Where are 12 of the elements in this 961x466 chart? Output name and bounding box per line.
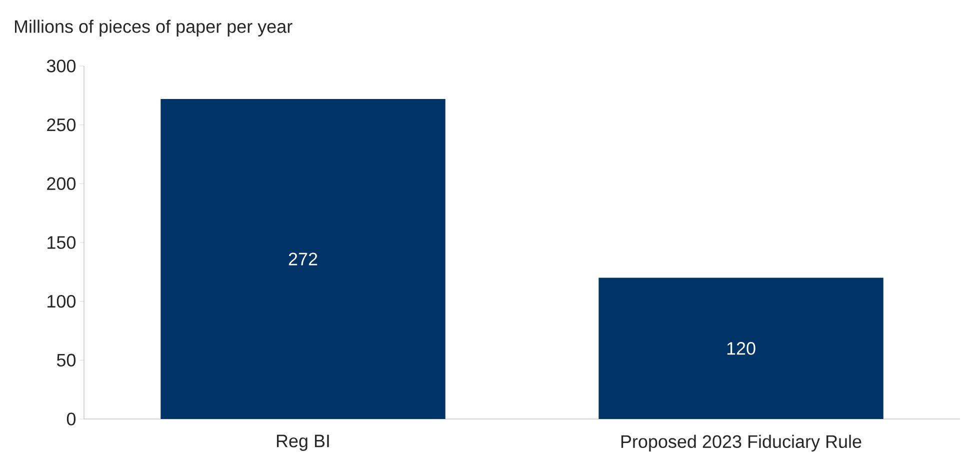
y-tick-label: 250 [47, 118, 76, 132]
y-axis-title: Millions of pieces of paper per year [15, 20, 292, 36]
x-tick-label: Reg BI [276, 434, 329, 451]
x-tick-label: Proposed 2023 Fiduciary Rule [621, 434, 862, 452]
data-label: 272 [288, 252, 318, 266]
y-tick-label: 300 [46, 60, 76, 72]
y-tick-label: 100 [48, 294, 76, 308]
data-label: 120 [727, 342, 756, 355]
y-tick-label: 150 [48, 236, 76, 249]
y-tick-label: 0 [66, 412, 76, 426]
y-tick-label: 50 [56, 354, 76, 367]
y-tick-label: 200 [47, 177, 76, 190]
